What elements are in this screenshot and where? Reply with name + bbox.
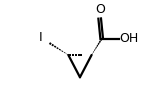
Text: O: O [95,3,105,16]
Text: I: I [39,31,43,44]
Text: OH: OH [119,32,139,45]
